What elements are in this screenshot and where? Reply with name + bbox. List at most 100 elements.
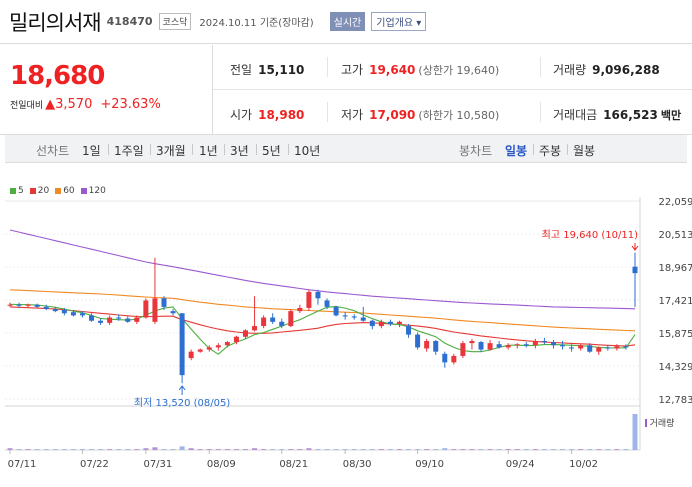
stat-prev-close: 전일 15,110 xyxy=(230,63,305,77)
volume-bar xyxy=(25,449,31,450)
candle-body xyxy=(614,346,620,349)
company-info-dropdown[interactable]: 기업개요 ▾ xyxy=(371,12,427,31)
candle-body xyxy=(34,304,40,307)
y-tick-label: 14,329 xyxy=(659,362,692,373)
volume-bar xyxy=(550,449,556,450)
volume-bar xyxy=(487,449,493,450)
volume-bar xyxy=(170,449,176,450)
volume-bar xyxy=(460,449,466,450)
candle-body xyxy=(125,318,131,322)
tab-weekly[interactable]: 주봉 xyxy=(539,144,562,158)
stat-low: 저가 17,090 (하한가 10,580) xyxy=(341,108,500,122)
x-tick-label: 07/31 xyxy=(143,459,172,470)
tab-1y[interactable]: 1년 xyxy=(199,144,218,158)
candle-body xyxy=(206,347,212,350)
candle-body xyxy=(496,344,502,348)
ma60-line xyxy=(9,289,636,332)
volume-bar xyxy=(34,449,40,450)
candle-body xyxy=(179,313,185,376)
period-tabbar: 선차트 1일 1주일 3개월 1년 3년 5년 10년 봉차트 일봉 주봉 월봉 xyxy=(5,135,687,163)
candle-body xyxy=(52,308,58,312)
stat-volume: 거래량 9,096,288 xyxy=(553,63,660,77)
volume-bar xyxy=(596,449,602,450)
candle-body xyxy=(460,343,466,356)
candle-body xyxy=(632,266,638,274)
legend-ma5: 5 xyxy=(10,186,24,196)
candle-body xyxy=(360,317,366,321)
tab-daily[interactable]: 일봉 xyxy=(505,144,528,158)
candle-chart-label: 봉차트 xyxy=(459,144,493,158)
candle-body xyxy=(469,341,475,344)
candle-body xyxy=(415,334,421,348)
candle-body xyxy=(89,315,95,321)
volume-bar xyxy=(469,449,475,450)
volume-bar xyxy=(396,449,402,450)
volume-bar xyxy=(387,449,393,450)
candle-body xyxy=(478,342,484,350)
tab-5y[interactable]: 5년 xyxy=(262,144,281,158)
candle-body xyxy=(451,355,457,363)
volume-bar xyxy=(333,449,339,450)
candle-body xyxy=(532,341,538,346)
candlestick-chart[interactable]: 22,059 20,513 18,967 17,421 15,875 14,329 12,7… xyxy=(0,180,692,487)
candle-body xyxy=(43,306,49,309)
volume-bar xyxy=(43,449,49,450)
volume-bar xyxy=(369,449,375,450)
stock-header: 밀리의서재 418470 코스닥 2024.10.11 기준(장마감) 실시간 … xyxy=(0,0,692,44)
volume-bar xyxy=(288,449,294,450)
tab-3y[interactable]: 3년 xyxy=(230,144,249,158)
volume-bar xyxy=(342,449,348,450)
x-tick-label: 10/02 xyxy=(569,459,598,470)
volume-bar xyxy=(188,448,194,450)
candle-body xyxy=(333,306,339,316)
candle-body xyxy=(252,326,258,331)
candle-body xyxy=(188,351,194,359)
y-tick-label: 18,967 xyxy=(659,263,692,274)
tab-1d[interactable]: 1일 xyxy=(82,144,101,158)
candle-body xyxy=(342,315,348,317)
stock-code: 418470 xyxy=(106,15,153,28)
volume-bar xyxy=(306,448,312,450)
candle-body xyxy=(215,345,221,348)
change-label: 전일대비 xyxy=(10,101,44,111)
candle-body xyxy=(442,353,448,363)
current-price: 18,680 xyxy=(10,61,105,91)
candle-body xyxy=(424,341,430,349)
change-row: 전일대비 ▲ 3,570 +23.63% xyxy=(10,97,161,112)
stat-high: 고가 19,640 (상한가 19,640) xyxy=(341,63,500,77)
stat-amount: 거래대금 166,523 백만 xyxy=(553,108,682,122)
x-tick-label: 09/24 xyxy=(506,459,535,470)
ma20-line xyxy=(9,306,636,347)
realtime-button[interactable]: 실시간 xyxy=(329,12,366,31)
tab-10y[interactable]: 10년 xyxy=(294,144,321,158)
line-chart-label: 선차트 xyxy=(36,144,70,158)
tab-monthly[interactable]: 월봉 xyxy=(573,144,596,158)
tab-1w[interactable]: 1주일 xyxy=(114,144,144,158)
x-tick-label: 08/09 xyxy=(207,459,236,470)
legend-ma60: 60 xyxy=(55,186,75,196)
volume-bar xyxy=(433,449,439,450)
volume-bar xyxy=(261,449,267,450)
volume-bar xyxy=(233,449,239,450)
volume-bar xyxy=(125,449,131,450)
candle-body xyxy=(170,311,176,314)
y-tick-label: 20,513 xyxy=(659,230,692,241)
volume-bar xyxy=(61,449,67,450)
volume-label: 거래량 xyxy=(650,417,675,429)
candle-body xyxy=(623,346,629,348)
stats-table: 전일 15,110 고가 19,640 (상한가 19,640) 거래량 9,0… xyxy=(213,45,692,135)
candle-body xyxy=(152,298,158,322)
candle-body xyxy=(288,311,294,327)
volume-bar xyxy=(243,449,249,450)
volume-bar xyxy=(614,449,620,450)
volume-bar xyxy=(351,449,357,450)
candle-body xyxy=(523,344,529,346)
volume-bar xyxy=(107,449,113,450)
volume-bar xyxy=(215,449,221,450)
tab-3m[interactable]: 3개월 xyxy=(156,144,186,158)
legend-ma20: 20 xyxy=(29,186,49,196)
candle-body xyxy=(25,304,31,306)
ma-legend: 5 20 60 120 xyxy=(10,186,112,196)
candle-body xyxy=(578,345,584,349)
min-price-label: 최저 13,520 (08/05) xyxy=(134,397,230,409)
